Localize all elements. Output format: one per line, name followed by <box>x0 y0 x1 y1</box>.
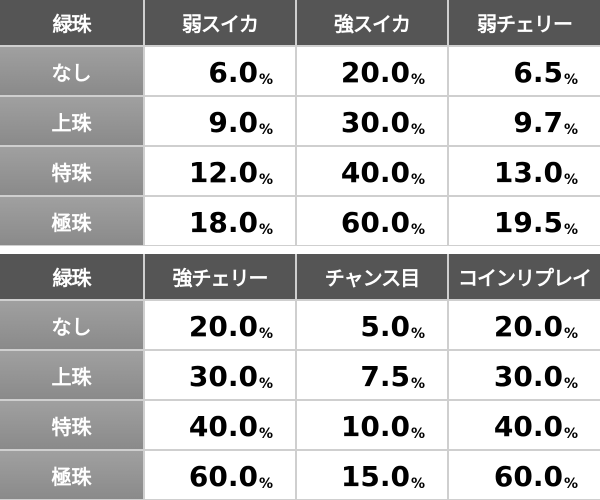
value-cell: 13.0% <box>449 147 600 195</box>
row-label: 上珠 <box>0 97 143 145</box>
value-cell: 9.7% <box>449 97 600 145</box>
unit: % <box>563 326 578 342</box>
unit: % <box>258 326 273 342</box>
unit: % <box>563 72 578 88</box>
unit: % <box>258 172 273 188</box>
unit: % <box>410 122 425 138</box>
row-label: 極珠 <box>0 451 143 499</box>
value-cell: 40.0% <box>145 401 295 449</box>
unit: % <box>410 376 425 392</box>
value-cell: 12.0% <box>145 147 295 195</box>
header-cell: 緑珠 <box>0 0 143 45</box>
value-cell: 20.0% <box>297 47 447 95</box>
value: 60.0 <box>188 460 258 493</box>
header-cell: 緑珠 <box>0 254 143 299</box>
row-label: 極珠 <box>0 197 143 245</box>
unit: % <box>410 426 425 442</box>
value: 15.0 <box>340 460 410 493</box>
value: 40.0 <box>188 410 258 443</box>
unit: % <box>563 426 578 442</box>
header-cell: 強チェリー <box>145 254 295 299</box>
value: 60.0 <box>493 460 563 493</box>
value-cell: 60.0% <box>297 197 447 245</box>
value-cell: 19.5% <box>449 197 600 245</box>
value-cell: 6.0% <box>145 47 295 95</box>
value-cell: 40.0% <box>449 401 600 449</box>
unit: % <box>410 222 425 238</box>
value-cell: 5.0% <box>297 301 447 349</box>
value-cell: 20.0% <box>449 301 600 349</box>
value: 18.0 <box>188 206 258 239</box>
unit: % <box>410 172 425 188</box>
unit: % <box>258 376 273 392</box>
value: 5.0 <box>360 310 410 343</box>
table: 緑珠 弱スイカ 強スイカ 弱チェリー なし 6.0% 20.0% 6.5% 上珠 9.0% 30.0… <box>0 0 600 246</box>
value: 40.0 <box>340 156 410 189</box>
row-label: 特珠 <box>0 147 143 195</box>
value-cell: 7.5% <box>297 351 447 399</box>
header-cell: チャンス目 <box>297 254 447 299</box>
unit: % <box>563 222 578 238</box>
value: 30.0 <box>188 360 258 393</box>
unit: % <box>563 122 578 138</box>
header-cell: 強スイカ <box>297 0 447 45</box>
table: 緑珠 強チェリー チャンス目 コインリプレイ なし 20.0% 5.0% 20.0% 上珠 30.… <box>0 254 600 500</box>
value: 6.5 <box>513 56 563 89</box>
value-cell: 60.0% <box>145 451 295 499</box>
value-cell: 30.0% <box>449 351 600 399</box>
header-cell: コインリプレイ <box>449 254 600 299</box>
value: 30.0 <box>493 360 563 393</box>
value-cell: 30.0% <box>297 97 447 145</box>
value: 9.7 <box>513 106 563 139</box>
unit: % <box>563 476 578 492</box>
value-cell: 18.0% <box>145 197 295 245</box>
value: 9.0 <box>208 106 258 139</box>
unit: % <box>410 326 425 342</box>
value-cell: 20.0% <box>145 301 295 349</box>
unit: % <box>410 72 425 88</box>
unit: % <box>563 172 578 188</box>
header-cell: 弱スイカ <box>145 0 295 45</box>
value-cell: 6.5% <box>449 47 600 95</box>
value-cell: 10.0% <box>297 401 447 449</box>
value-cell: 60.0% <box>449 451 600 499</box>
row-label: 上珠 <box>0 351 143 399</box>
unit: % <box>258 222 273 238</box>
value-cell: 40.0% <box>297 147 447 195</box>
value-cell: 9.0% <box>145 97 295 145</box>
header-cell: 弱チェリー <box>449 0 600 45</box>
row-label: なし <box>0 301 143 349</box>
unit: % <box>258 72 273 88</box>
value: 7.5 <box>360 360 410 393</box>
value: 20.0 <box>340 56 410 89</box>
value: 10.0 <box>340 410 410 443</box>
value-cell: 15.0% <box>297 451 447 499</box>
unit: % <box>258 476 273 492</box>
value: 60.0 <box>340 206 410 239</box>
value: 12.0 <box>188 156 258 189</box>
value: 20.0 <box>188 310 258 343</box>
value-cell: 30.0% <box>145 351 295 399</box>
value: 13.0 <box>493 156 563 189</box>
value: 40.0 <box>493 410 563 443</box>
unit: % <box>258 122 273 138</box>
unit: % <box>258 426 273 442</box>
row-label: なし <box>0 47 143 95</box>
value: 6.0 <box>208 56 258 89</box>
unit: % <box>563 376 578 392</box>
row-label: 特珠 <box>0 401 143 449</box>
unit: % <box>410 476 425 492</box>
value: 30.0 <box>340 106 410 139</box>
value: 20.0 <box>493 310 563 343</box>
value: 19.5 <box>493 206 563 239</box>
